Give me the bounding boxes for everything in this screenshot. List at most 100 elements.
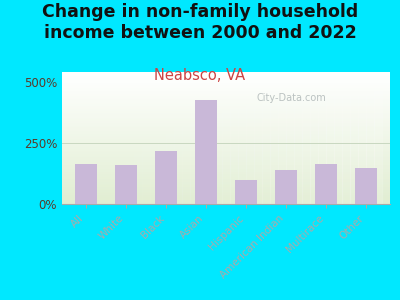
Bar	[62, 115, 390, 116]
Bar	[62, 92, 390, 93]
Bar	[62, 166, 390, 168]
Bar	[62, 72, 390, 74]
Text: City-Data.com: City-Data.com	[257, 93, 326, 103]
Bar	[62, 138, 390, 140]
Bar	[198, 72, 206, 204]
Bar	[195, 100, 217, 204]
Bar	[235, 180, 257, 204]
Bar	[214, 72, 222, 204]
Bar	[134, 72, 142, 204]
Bar	[62, 186, 390, 188]
Bar	[310, 72, 318, 204]
Bar	[78, 72, 86, 204]
Bar	[62, 149, 390, 151]
Bar	[62, 199, 390, 201]
Bar	[246, 72, 254, 204]
Bar	[62, 77, 390, 79]
Bar	[62, 122, 390, 123]
Bar	[190, 72, 198, 204]
Bar	[62, 196, 390, 197]
Bar	[62, 153, 390, 154]
Bar	[110, 72, 118, 204]
Bar	[155, 151, 177, 204]
Bar	[62, 110, 390, 112]
Bar	[350, 72, 358, 204]
Bar	[142, 72, 150, 204]
Bar	[62, 120, 390, 122]
Bar	[62, 179, 390, 181]
Bar	[126, 72, 134, 204]
Bar	[374, 72, 382, 204]
Bar	[62, 128, 390, 130]
Bar	[62, 141, 390, 143]
Bar	[62, 145, 390, 146]
Bar	[62, 143, 390, 145]
Bar	[182, 72, 190, 204]
Bar	[238, 72, 246, 204]
Bar	[62, 133, 390, 135]
Bar	[62, 108, 390, 110]
Bar	[62, 156, 390, 158]
Bar	[62, 151, 390, 153]
Bar	[62, 164, 390, 166]
Bar	[62, 184, 390, 186]
Bar	[62, 136, 390, 138]
Bar	[62, 74, 390, 75]
Bar	[294, 72, 302, 204]
Bar	[62, 130, 390, 131]
Bar	[62, 172, 390, 174]
Bar	[62, 158, 390, 159]
Bar	[62, 169, 390, 171]
Bar	[62, 154, 390, 156]
Bar	[62, 193, 390, 194]
Bar	[75, 164, 97, 204]
Bar	[62, 201, 390, 202]
Bar	[62, 181, 390, 182]
Bar	[62, 123, 390, 125]
Bar	[62, 188, 390, 189]
Bar	[62, 90, 390, 92]
Bar	[262, 72, 270, 204]
Bar	[62, 182, 390, 184]
Bar	[62, 97, 390, 98]
Bar	[62, 75, 390, 77]
Bar	[62, 176, 390, 178]
Bar	[355, 168, 377, 204]
Bar	[62, 72, 70, 204]
Bar	[278, 72, 286, 204]
Bar	[62, 197, 390, 199]
Bar	[62, 95, 390, 97]
Bar	[62, 148, 390, 150]
Bar	[366, 72, 374, 204]
Bar	[62, 125, 390, 126]
Bar	[62, 88, 390, 90]
Bar	[102, 72, 110, 204]
Bar	[62, 105, 390, 106]
Text: Neabsco, VA: Neabsco, VA	[154, 68, 246, 82]
Bar	[358, 72, 366, 204]
Bar	[94, 72, 102, 204]
Bar	[62, 171, 390, 173]
Bar	[62, 194, 390, 196]
Bar	[62, 79, 390, 80]
Bar	[174, 72, 182, 204]
Bar	[62, 126, 390, 128]
Bar	[62, 93, 390, 95]
Bar	[62, 118, 390, 120]
Bar	[62, 112, 390, 113]
Bar	[286, 72, 294, 204]
Bar	[62, 135, 390, 136]
Bar	[315, 164, 337, 204]
Bar	[275, 170, 297, 204]
Bar	[222, 72, 230, 204]
Bar	[118, 72, 126, 204]
Text: Change in non-family household
income between 2000 and 2022: Change in non-family household income be…	[42, 3, 358, 42]
Bar	[254, 72, 262, 204]
Bar	[318, 72, 326, 204]
Bar	[86, 72, 94, 204]
Bar	[115, 165, 137, 204]
Bar	[62, 106, 390, 108]
Bar	[62, 98, 390, 100]
Bar	[62, 202, 390, 204]
Bar	[62, 161, 390, 163]
